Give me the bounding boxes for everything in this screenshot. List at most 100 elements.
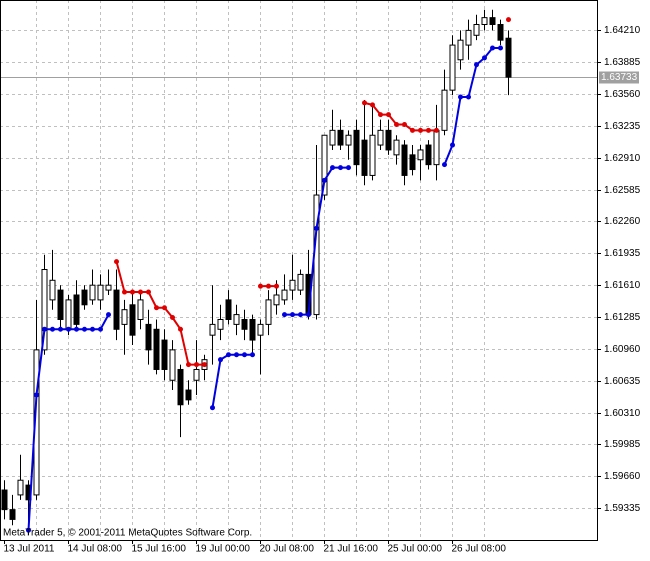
indicator-dot [138, 289, 143, 295]
indicator-dot [450, 142, 455, 148]
candle-body [169, 349, 176, 381]
indicator-dot [82, 326, 87, 332]
indicator-dot [50, 326, 55, 332]
x-tick-label: 13 Jul 2011 [4, 544, 55, 555]
indicator-dot [98, 326, 103, 332]
candle-body [321, 134, 328, 196]
candle-body [57, 289, 64, 320]
candle-body [393, 139, 400, 156]
indicator-dot [378, 112, 383, 118]
indicator-dot [114, 259, 119, 265]
candle-body [89, 284, 96, 301]
candle-body [489, 17, 496, 26]
y-tick-label: 1.63560 [604, 89, 641, 100]
indicator-dot [426, 127, 431, 133]
candle-body [505, 37, 512, 78]
indicator-dot [434, 127, 439, 133]
candle-body [369, 134, 376, 176]
indicator-dot [362, 100, 367, 106]
indicator-dot [330, 165, 335, 171]
indicator-dot [242, 352, 247, 358]
indicator-dot [90, 326, 95, 332]
indicator-dot [66, 326, 71, 332]
candle-body [353, 129, 360, 166]
x-tick-label: 15 Jul 16:00 [132, 544, 187, 555]
indicator-dot [154, 305, 159, 311]
indicator-dot [306, 312, 311, 318]
y-tick-label: 1.60310 [604, 408, 641, 419]
indicator-dot [122, 289, 127, 295]
indicator-dot [186, 362, 191, 368]
candle-body [409, 154, 416, 171]
y-tick-label: 1.62260 [604, 216, 641, 227]
indicator-dot [130, 289, 135, 295]
candle-body [441, 89, 448, 131]
candle-body [273, 294, 280, 306]
candle-body [257, 323, 264, 336]
indicator-dot [282, 312, 287, 318]
candle-body [401, 144, 408, 176]
y-tick-label: 1.61610 [604, 280, 641, 291]
plot-border [0, 0, 598, 541]
indicator-dot [234, 352, 239, 358]
indicator-dot [42, 326, 47, 332]
indicator-dot [218, 357, 223, 363]
candle-body [73, 294, 80, 325]
x-tick-label: 20 Jul 08:00 [260, 544, 315, 555]
indicator-dot [490, 45, 495, 51]
candle-body [481, 17, 488, 26]
indicator-dot [106, 312, 111, 318]
y-tick-label: 1.60635 [604, 376, 641, 387]
candle-body [121, 309, 128, 325]
candle-body [137, 299, 144, 320]
indicator-dot [418, 127, 423, 133]
candle-body [377, 129, 384, 146]
candle-body [129, 304, 136, 336]
candle-body [425, 144, 432, 166]
candle-body [281, 289, 288, 301]
y-tick-label: 1.61935 [604, 248, 641, 259]
candle-body [329, 129, 336, 146]
candle-body [385, 129, 392, 151]
candle-body [153, 328, 160, 370]
y-tick-label: 1.64210 [604, 25, 641, 36]
y-tick-label: 1.62910 [604, 153, 641, 164]
candle-body [209, 323, 216, 336]
candle-body [289, 279, 296, 291]
indicator-dot [474, 62, 479, 68]
indicator-dot [162, 305, 167, 311]
indicator-dot [346, 165, 351, 171]
indicator-dot [250, 352, 255, 358]
indicator-dot [146, 289, 151, 295]
indicator-dot [482, 55, 487, 61]
candle-body [105, 284, 112, 291]
indicator-dot [210, 405, 215, 411]
candle-body [457, 39, 464, 61]
indicator-dot [458, 94, 463, 100]
current-price-label: 1.63733 [601, 72, 638, 83]
candle-body [433, 129, 440, 166]
y-tick-label: 1.59335 [604, 503, 641, 514]
indicator-dot [274, 283, 279, 289]
y-tick-label: 1.60960 [604, 344, 641, 355]
candle-body [249, 318, 256, 341]
indicator-dot [202, 362, 207, 368]
candle-body [417, 149, 424, 161]
y-tick-label: 1.59660 [604, 471, 641, 482]
footer: MetaTrader 5, © 2001-2011 MetaQuotes Sof… [3, 528, 252, 539]
indicator-dot [386, 112, 391, 118]
indicator-dot [290, 312, 295, 318]
candle-body [193, 368, 200, 381]
x-tick-label: 26 Jul 08:00 [452, 544, 507, 555]
candle-body [297, 273, 304, 291]
candle-body [337, 129, 344, 146]
current-price-box [599, 71, 639, 84]
indicator-dot [506, 17, 511, 23]
y-tick-label: 1.62585 [604, 185, 641, 196]
candle-body [265, 299, 272, 325]
candle-body [497, 24, 504, 41]
candle-body [113, 289, 120, 330]
candle-body [9, 509, 16, 520]
indicator-dot [498, 45, 503, 51]
